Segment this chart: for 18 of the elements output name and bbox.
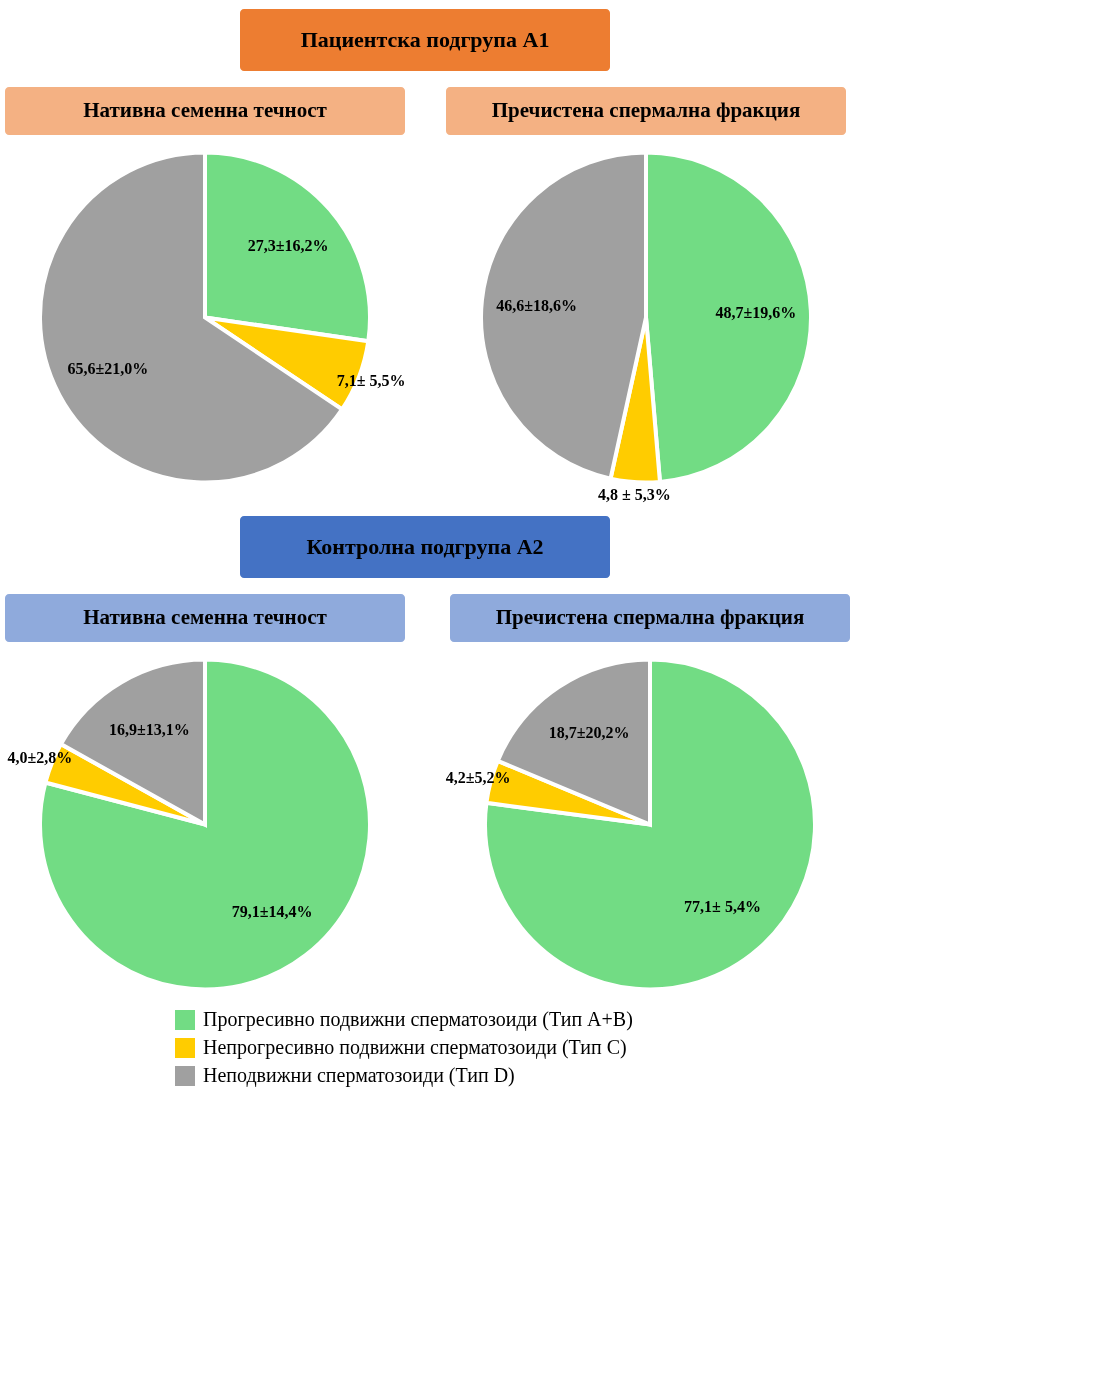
chart-title: Нативна семенна течност — [83, 605, 328, 629]
data-label: 77,1± 5,4% — [684, 898, 761, 916]
legend-label: Прогресивно подвижни сперматозоиди (Тип А+В) — [203, 1008, 633, 1031]
legend-label: Неподвижни сперматозоиди (Тип D) — [203, 1064, 515, 1087]
data-label: 48,7±19,6% — [715, 303, 797, 321]
data-label: 16,9±13,1% — [108, 720, 190, 738]
chart-title: Нативна семенна течност — [83, 98, 328, 122]
chart-title: Пречистена спермална фракция — [495, 605, 805, 629]
legend-label: Непрогресивно подвижни сперматозоиди (Тип С) — [203, 1036, 627, 1059]
data-label: 18,7±20,2% — [548, 723, 630, 741]
data-label: 79,1±14,4% — [231, 902, 313, 920]
data-label: 4,8 ± 5,3% — [597, 486, 671, 504]
data-label: 65,6±21,0% — [67, 360, 149, 378]
data-label: 46,6±18,6% — [496, 296, 578, 314]
chart-title: Пречистена спермална фракция — [491, 98, 801, 122]
text: Пациентска подгрупа А1 — [300, 27, 550, 52]
data-label: 27,3±16,2% — [247, 236, 329, 254]
text: Контролна подгрупа А2 — [306, 534, 544, 559]
